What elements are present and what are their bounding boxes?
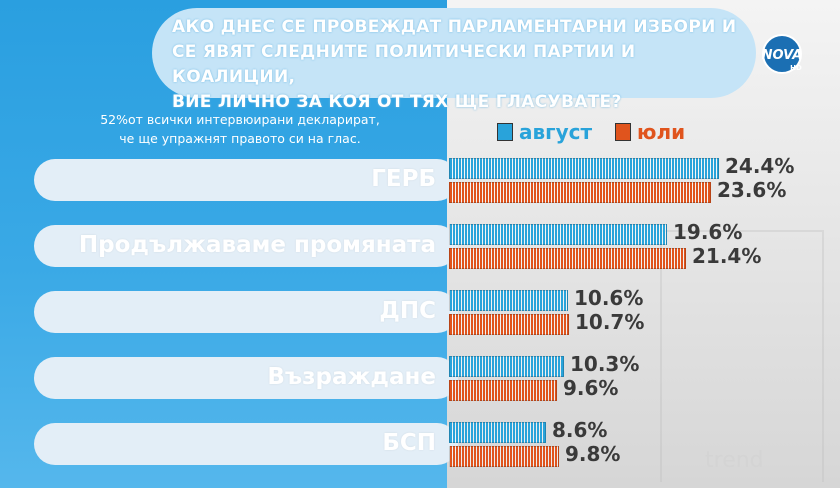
data-label-august: 19.6% <box>673 220 743 244</box>
data-label-july: 21.4% <box>692 244 762 268</box>
bar-august <box>449 356 564 377</box>
category-label: ГЕРБ <box>371 166 436 192</box>
question-text: АКО ДНЕС СЕ ПРОВЕЖДАТ ПАРЛАМЕНТАРНИ ИЗБО… <box>172 15 752 115</box>
bar-july <box>449 182 711 203</box>
bar-july <box>449 446 559 467</box>
data-label-august: 10.6% <box>574 286 644 310</box>
legend-swatch-july <box>615 123 631 141</box>
legend-swatch-august <box>497 123 513 141</box>
bar-august <box>449 290 568 311</box>
trend-watermark: trend <box>705 448 764 473</box>
category-pill <box>34 357 458 399</box>
bar-august <box>449 224 667 245</box>
category-label: Продължаваме промяната <box>78 232 436 258</box>
data-label-july: 9.8% <box>565 442 621 466</box>
category-pill <box>34 423 458 465</box>
footnote-line-1: 52%от всички интервюирани декларират, <box>100 112 380 127</box>
data-label-july: 23.6% <box>717 178 787 202</box>
logo-sub-text: HD <box>790 64 802 72</box>
category-pill <box>34 291 458 333</box>
legend-item-august: август <box>497 119 592 145</box>
turnout-footnote: 52%от всички интервюирани декларират, че… <box>60 110 420 148</box>
question-banner <box>152 8 756 98</box>
logo-text: NOVA <box>762 48 803 63</box>
bar-july <box>449 248 686 269</box>
data-label-august: 10.3% <box>570 352 640 376</box>
background-building <box>660 230 824 482</box>
nova-hd-logo: NOVA HD <box>762 34 803 74</box>
data-label-july: 10.7% <box>575 310 645 334</box>
legend-label-august: август <box>519 120 593 144</box>
question-line-3: ВИЕ ЛИЧНО ЗА КОЯ ОТ ТЯХ ЩЕ ГЛАСУВАТЕ? <box>172 92 622 112</box>
question-line-1: АКО ДНЕС СЕ ПРОВЕЖДАТ ПАРЛАМЕНТАРНИ ИЗБО… <box>172 17 737 37</box>
footnote-line-2: че ще упражнят правото си на глас. <box>119 131 361 146</box>
category-label: ДПС <box>379 298 436 324</box>
category-pill <box>34 225 458 267</box>
category-pill <box>34 159 458 201</box>
data-label-august: 24.4% <box>725 154 795 178</box>
bar-july <box>449 314 569 335</box>
legend-item-july: юли <box>615 119 685 145</box>
bar-august <box>449 158 719 179</box>
category-label: Възраждане <box>267 364 436 390</box>
bar-july <box>449 380 557 401</box>
question-line-2: СЕ ЯВЯТ СЛЕДНИТЕ ПОЛИТИЧЕСКИ ПАРТИИ И КО… <box>172 42 636 87</box>
data-label-august: 8.6% <box>552 418 608 442</box>
legend-label-july: юли <box>637 120 686 144</box>
data-label-july: 9.6% <box>563 376 619 400</box>
bar-august <box>449 422 546 443</box>
category-label: БСП <box>382 430 436 456</box>
